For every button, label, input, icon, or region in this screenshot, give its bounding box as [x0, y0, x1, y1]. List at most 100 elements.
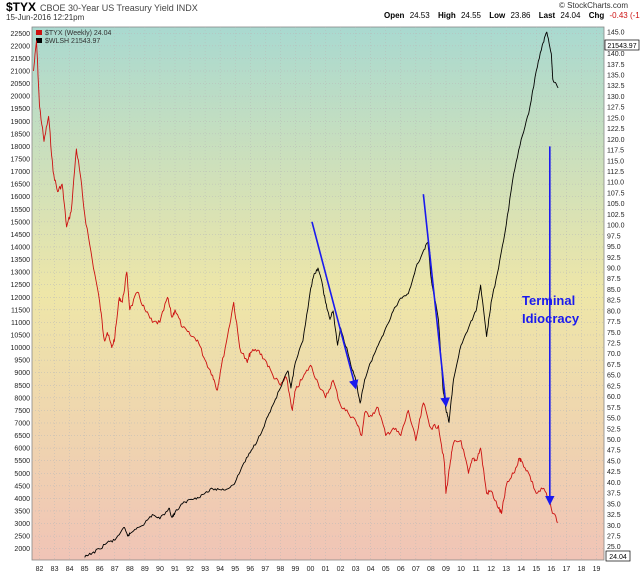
left-tick-label: 18500: [11, 131, 31, 138]
right-tick-label: 105.0: [607, 201, 625, 208]
right-tick-label: 37.5: [607, 491, 621, 498]
x-tick-label: 82: [36, 566, 44, 573]
right-tick-label: 62.5: [607, 383, 621, 390]
x-tick-label: 93: [201, 566, 209, 573]
right-tick-label: 72.5: [607, 341, 621, 348]
high-label: High: [438, 11, 456, 20]
right-tick-label: 107.5: [607, 190, 625, 197]
x-tick-label: 11: [472, 566, 479, 573]
x-tick-label: 98: [276, 566, 284, 573]
left-tick-label: 19000: [11, 119, 31, 126]
annotation-arrows: [311, 146, 555, 506]
right-tick-label: 47.5: [607, 448, 621, 455]
quote-bar: Open 24.53 High 24.55 Low 23.86 Last 24.…: [384, 11, 640, 20]
left-tick-label: 17500: [11, 156, 31, 163]
x-tick-label: 89: [141, 566, 149, 573]
right-tick-label: 75.0: [607, 330, 621, 337]
left-tick-label: 2500: [14, 534, 30, 541]
left-tick-label: 9500: [14, 358, 30, 365]
right-tick-label: 90.0: [607, 265, 621, 272]
x-tick-label: 19: [593, 566, 601, 573]
left-tick-label: 22000: [11, 43, 31, 50]
left-tick-label: 19500: [11, 106, 31, 113]
brand-text: © StockCharts.com: [559, 1, 628, 10]
left-tick-label: 12000: [11, 295, 31, 302]
right-tick-label: 42.5: [607, 469, 621, 476]
tyx-line: [33, 40, 559, 523]
x-tick-label: 95: [231, 566, 239, 573]
right-tick-label: 35.0: [607, 501, 621, 508]
chart-symbol: $TYX: [6, 0, 36, 14]
x-tick-label: 00: [307, 566, 315, 573]
last-value-left: 24.04: [605, 550, 631, 562]
right-tick-label: 100.0: [607, 223, 625, 230]
left-tick-label: 3500: [14, 508, 30, 515]
x-tick-label: 87: [111, 566, 119, 573]
x-tick-label: 05: [382, 566, 390, 573]
x-tick-label: 85: [81, 566, 89, 573]
last-value-left-box: [605, 550, 631, 562]
left-tick-label: 5500: [14, 458, 30, 465]
x-tick-label: 84: [66, 566, 74, 573]
chart-date: 15-Jun-2016 12:21pm: [6, 13, 85, 22]
x-tick-label: 15: [532, 566, 540, 573]
right-tick-label: 45.0: [607, 458, 621, 465]
x-tick-label: 04: [367, 566, 375, 573]
x-tick-label: 13: [502, 566, 510, 573]
left-tick-label: 13500: [11, 257, 31, 264]
low-label: Low: [489, 11, 506, 20]
x-tick-label: 10: [457, 566, 465, 573]
x-tick-label: 83: [51, 566, 59, 573]
legend-swatch-wlsh: [36, 38, 42, 43]
right-tick-label: 95.0: [607, 244, 621, 251]
left-tick-label: 4000: [14, 496, 30, 503]
right-tick-label: 70.0: [607, 351, 621, 358]
x-tick-label: 07: [412, 566, 420, 573]
right-tick-label: 80.0: [607, 308, 621, 315]
left-tick-label: 7500: [14, 408, 30, 415]
right-tick-label: 140.0: [607, 51, 625, 58]
high-value: 24.55: [461, 11, 482, 20]
x-tick-label: 12: [487, 566, 495, 573]
legend-swatch-tyx: [36, 30, 42, 35]
right-tick-label: 97.5: [607, 233, 621, 240]
x-tick-label: 03: [352, 566, 360, 573]
left-tick-label: 10000: [11, 345, 31, 352]
chart-description: CBOE 30-Year US Treasury Yield INDX: [40, 3, 198, 13]
right-tick-label: 110.0: [607, 180, 624, 187]
right-tick-label: 145.0: [607, 30, 625, 37]
left-tick-label: 4500: [14, 483, 30, 490]
right-tick-label: 122.5: [607, 126, 625, 133]
left-tick-label: 14500: [11, 232, 31, 239]
x-tick-label: 99: [292, 566, 300, 573]
left-tick-label: 14000: [11, 244, 31, 251]
x-tick-label: 16: [547, 566, 555, 573]
left-tick-label: 8500: [14, 383, 30, 390]
x-tick-label: 94: [216, 566, 224, 573]
left-tick-label: 11500: [11, 307, 30, 314]
legend: $TYX (Weekly) 24.04 $WLSH 21543.97: [36, 30, 112, 45]
right-tick-label: 32.5: [607, 512, 621, 519]
left-tick-label: 6500: [14, 433, 30, 440]
x-tick-label: 86: [96, 566, 104, 573]
right-tick-label: 132.5: [607, 83, 625, 90]
x-tick-label: 92: [186, 566, 194, 573]
right-tick-label: 92.5: [607, 255, 621, 262]
left-tick-label: 20000: [11, 94, 31, 101]
wlsh-line: [84, 31, 559, 558]
right-tick-label: 30.0: [607, 523, 621, 530]
last-value-right-box: [604, 39, 640, 51]
right-tick-label: 65.0: [607, 373, 621, 380]
x-tick-label: 17: [562, 566, 570, 573]
right-tick-label: 77.5: [607, 319, 621, 326]
right-tick-label: 135.0: [607, 73, 625, 80]
left-tick-label: 16500: [11, 182, 31, 189]
x-tick-label: 02: [337, 566, 345, 573]
legend-tyx: $TYX (Weekly) 24.04: [45, 30, 112, 37]
low-value: 23.86: [510, 11, 531, 20]
chg-label: Chg: [589, 11, 605, 20]
left-tick-label: 17000: [11, 169, 31, 176]
right-tick-label: 25.0: [607, 544, 621, 551]
chg-value: -0.43 (-1.76%): [609, 11, 640, 20]
